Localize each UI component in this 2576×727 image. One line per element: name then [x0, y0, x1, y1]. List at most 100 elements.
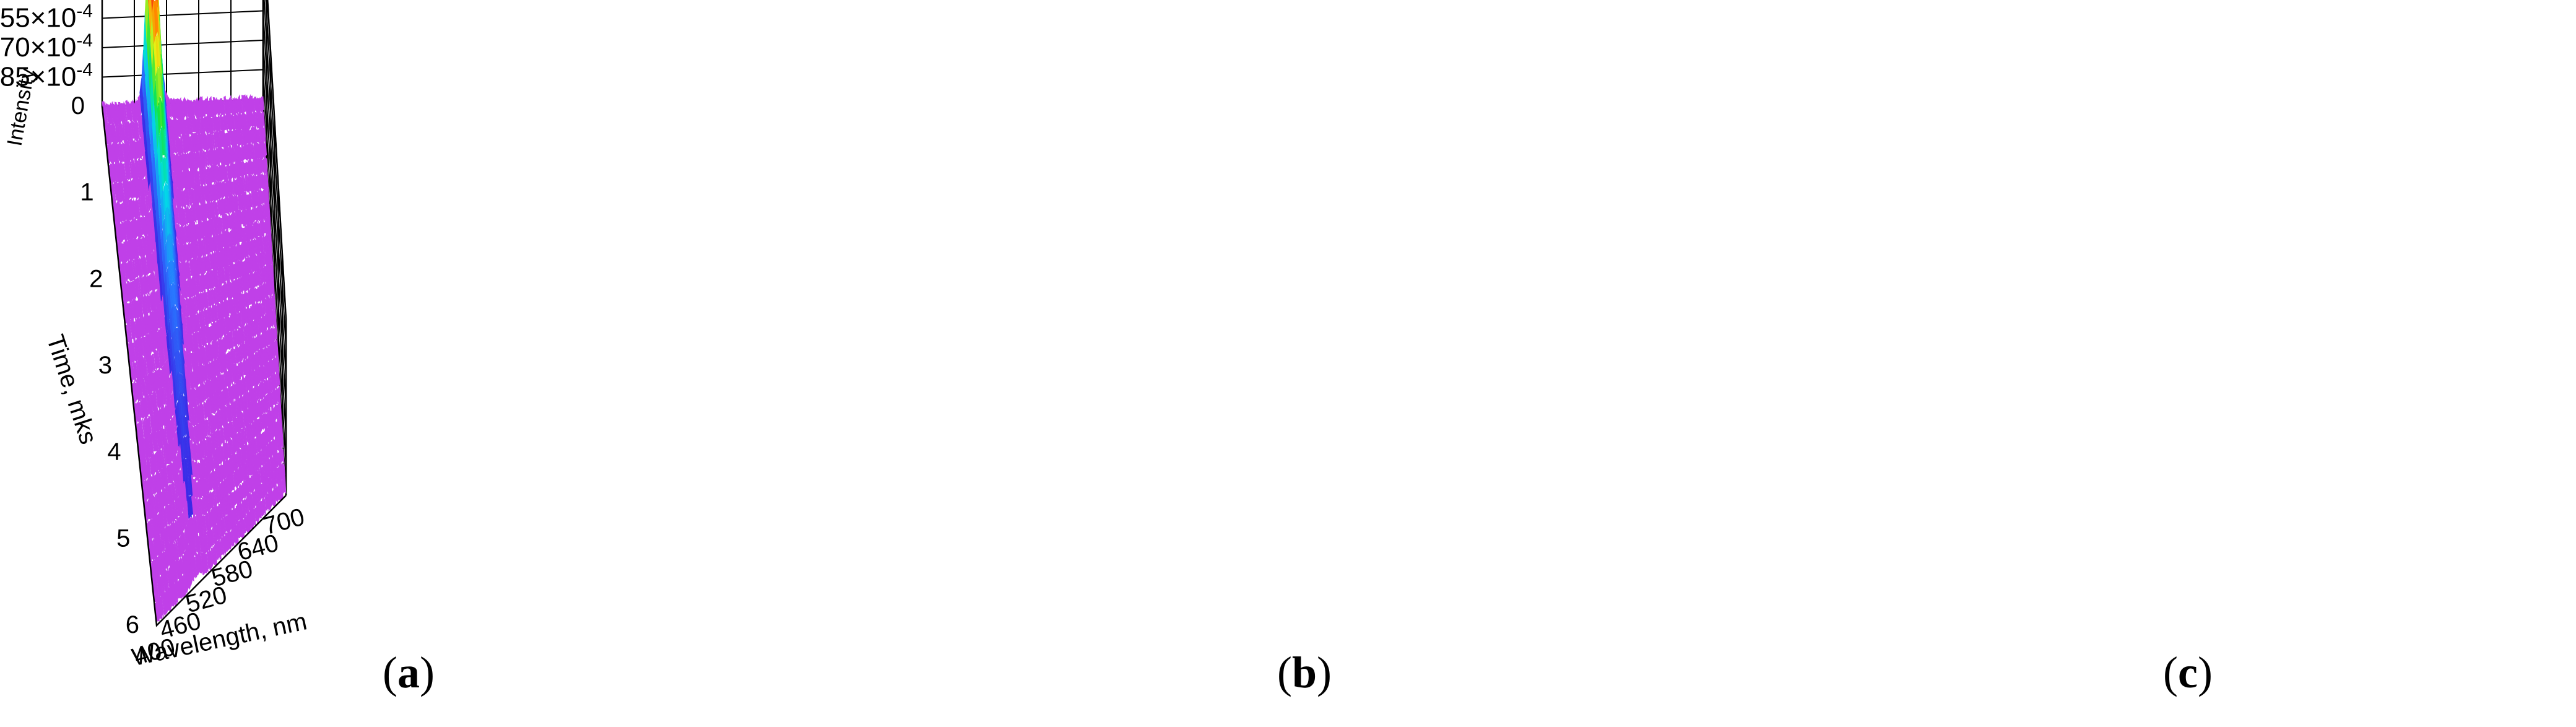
surface-cell [118, 139, 123, 163]
surface-cell [259, 500, 262, 518]
surface-cell [260, 172, 264, 189]
surface-cell [190, 333, 194, 354]
z-tick-mantissa: 3.40×10 [0, 0, 76, 4]
surface-cell [244, 339, 248, 362]
surface-cell [261, 498, 265, 516]
surface-cell [193, 556, 197, 579]
surface-cell [250, 253, 254, 273]
surface-cell [264, 141, 267, 159]
surface-cell [184, 569, 189, 594]
surface-cell [279, 402, 282, 421]
surface-cell [160, 385, 165, 409]
surface-cell [261, 96, 264, 111]
panel-label-a: (a) [383, 648, 435, 697]
surface-cell [239, 465, 243, 484]
surface-cell [173, 431, 178, 456]
y-tick-label: 4 [107, 438, 121, 466]
surface-cell [134, 141, 139, 160]
surface-cell [273, 485, 277, 507]
surface-cell [259, 97, 262, 114]
surface-cell [242, 357, 246, 376]
surface-cell [245, 144, 248, 161]
surface-cell [282, 463, 285, 479]
y-tick-label: 1 [80, 179, 93, 206]
surface-cell [170, 585, 175, 607]
y-tick-label: 5 [116, 525, 130, 552]
surface-cell [120, 143, 124, 162]
surface-cell [264, 314, 267, 334]
surface-cell [176, 117, 181, 137]
surface-cell [238, 411, 242, 433]
surface-cell [249, 141, 253, 160]
surface-cell [245, 390, 248, 413]
surface-cell [153, 431, 157, 452]
surface-cell [230, 530, 233, 547]
surface-cell [132, 359, 137, 383]
surface-cell [209, 251, 213, 270]
chart-panel-b: 4.50×10-43.75×10-43.00×10-42.25×10-41.50… [859, 0, 1717, 727]
surface-cell [222, 497, 226, 520]
surface-cell [221, 517, 225, 540]
surface-cell [201, 131, 205, 151]
surface-cell [214, 251, 218, 272]
surface-cell [201, 458, 206, 481]
surface-cell [202, 551, 206, 575]
surface-cell [255, 288, 259, 303]
z-tick-label: 1.70×10-4 [0, 30, 93, 63]
surface-cell [207, 305, 210, 325]
surface-cell [280, 418, 283, 433]
panel-label-b: (b) [1277, 648, 1332, 697]
surface-cell [223, 113, 227, 131]
surface-cell [215, 466, 219, 489]
surface-cell [228, 263, 232, 283]
surface-cell [216, 318, 220, 342]
surface-cell [228, 529, 232, 551]
surface-cell [235, 453, 238, 472]
surface-cell [271, 420, 274, 439]
surface-cell [229, 404, 233, 423]
surface-cell [219, 538, 223, 555]
surface-cell [223, 196, 227, 214]
surface-cell [272, 308, 275, 328]
surface-cell [132, 280, 137, 302]
surface-cell [232, 328, 236, 347]
surface-cell [243, 498, 246, 517]
surface-cell [210, 528, 215, 546]
surface-cell [193, 202, 197, 224]
surface-cell [220, 284, 223, 304]
chart-c-svg: 5.10×10-34.25×10-33.40×10-32.55×10-31.70… [1717, 0, 2576, 727]
surface-cell [209, 550, 213, 569]
surface-cell [228, 366, 232, 388]
z-tick-exponent: -4 [76, 30, 93, 51]
surface-cell [225, 476, 229, 499]
surface-cell [159, 425, 163, 450]
surface-cell [229, 420, 233, 440]
z-tick-mantissa: 0.85×10 [0, 62, 76, 92]
surface-cell [178, 557, 183, 580]
surface-cell [281, 448, 285, 464]
z-tick-label: 0.85×10-4 [0, 60, 93, 92]
surface-cell [205, 532, 209, 554]
surface-cell [173, 521, 178, 542]
surface-cell [248, 110, 251, 131]
surface-cell [201, 551, 204, 575]
surface-cell [280, 430, 284, 449]
back-wall-hgrid [102, 40, 264, 48]
surface-cell [192, 370, 196, 390]
y-tick-label: 2 [89, 265, 103, 292]
surface-cell [203, 551, 207, 574]
z-tick-mantissa: 1.70×10 [0, 32, 76, 63]
surface-cell [207, 233, 212, 253]
floor-edge [101, 106, 287, 627]
surface-cell [152, 372, 156, 394]
surface-cell [238, 225, 241, 243]
surface-cell [260, 380, 264, 399]
surface-cell [145, 435, 150, 460]
surface-cell [254, 269, 258, 287]
surface-cell [111, 101, 115, 125]
chart-panel-c: 5.10×10-34.25×10-33.40×10-32.55×10-31.70… [1717, 0, 2576, 727]
surface-cell [253, 319, 256, 337]
surface-cell [145, 275, 150, 295]
surface-cell [266, 442, 269, 463]
surface-cell [275, 388, 278, 405]
